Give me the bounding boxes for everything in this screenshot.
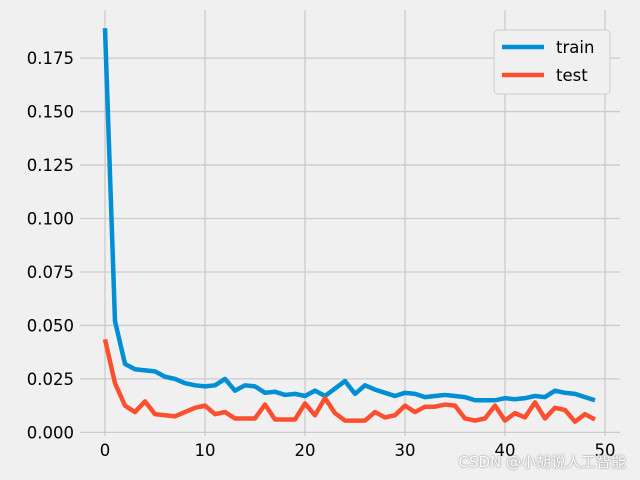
x-tick-label-10: 10 bbox=[195, 441, 216, 460]
x-tick-label-40: 40 bbox=[495, 441, 516, 460]
x-tick-label-30: 30 bbox=[395, 441, 416, 460]
y-tick-label-0.050: 0.050 bbox=[27, 316, 74, 335]
y-tick-label-0.075: 0.075 bbox=[27, 263, 74, 282]
x-tick-label-20: 20 bbox=[295, 441, 316, 460]
y-tick-label-0.025: 0.025 bbox=[27, 370, 74, 389]
series-line-train bbox=[102, 28, 596, 403]
y-axis-tick-labels: 0.000 0.025 0.050 0.075 0.100 0.125 0.150 0.175 bbox=[27, 49, 74, 442]
x-axis-tick-labels: 0 10 20 30 40 50 bbox=[100, 441, 616, 460]
x-tick-label-0: 0 bbox=[100, 441, 111, 460]
watermark-text: CSDN @小胡说人工智能 bbox=[458, 453, 626, 471]
series-line-test bbox=[102, 338, 597, 424]
series-lines bbox=[102, 28, 597, 424]
y-tick-label-0.100: 0.100 bbox=[27, 210, 74, 229]
legend: train test bbox=[493, 29, 611, 95]
y-tick-label-0.000: 0.000 bbox=[27, 423, 74, 442]
x-tick-label-50: 50 bbox=[595, 441, 616, 460]
y-tick-label-0.125: 0.125 bbox=[27, 156, 74, 175]
y-tick-label-0.150: 0.150 bbox=[27, 103, 74, 122]
legend-label-train: train bbox=[556, 38, 594, 57]
legend-label-test: test bbox=[556, 66, 588, 85]
y-tick-label-0.175: 0.175 bbox=[27, 49, 74, 68]
